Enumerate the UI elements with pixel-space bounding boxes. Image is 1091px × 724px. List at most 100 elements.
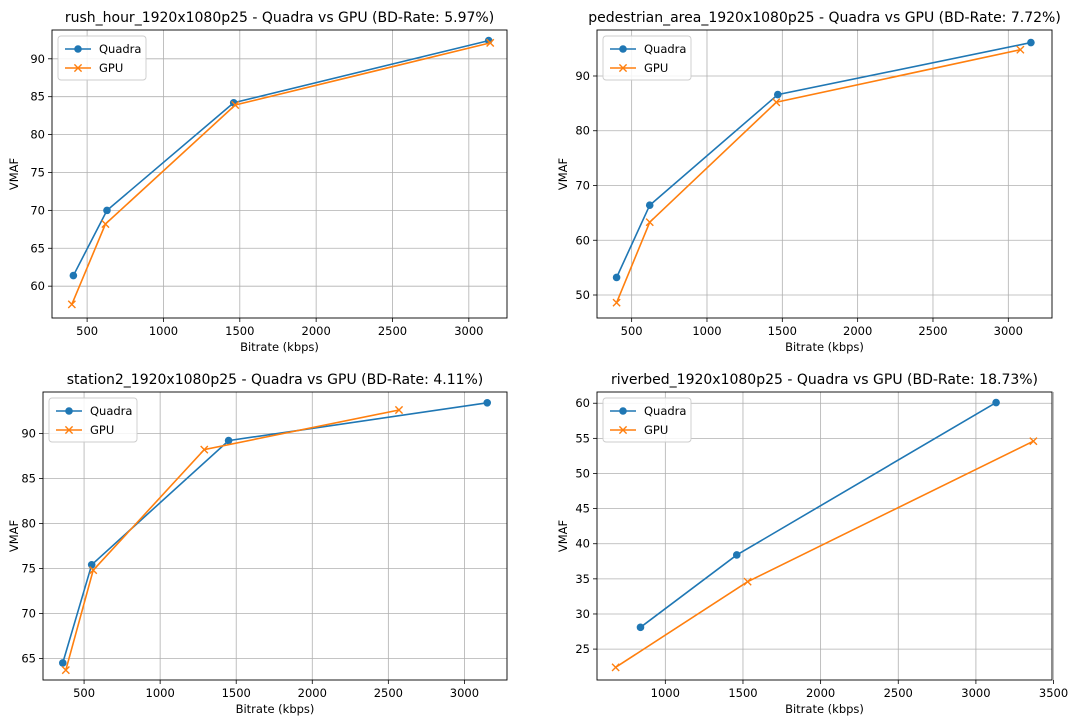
x-axis-label: Bitrate (kbps) bbox=[785, 340, 864, 354]
data-point-gpu bbox=[101, 219, 110, 229]
legend-label: GPU bbox=[644, 423, 668, 437]
legend-label: Quadra bbox=[644, 42, 686, 56]
x-tick-label: 1500 bbox=[222, 686, 251, 700]
data-point-gpu bbox=[231, 100, 240, 110]
x-tick-label: 3000 bbox=[450, 686, 479, 700]
legend-label: GPU bbox=[90, 423, 114, 437]
data-point-quadra bbox=[1027, 38, 1035, 47]
legend-label: GPU bbox=[99, 61, 123, 75]
legend-label: GPU bbox=[644, 61, 668, 75]
chart-panel-1: 500 1000 1500 2000 2500 3000 60 65 70 75 80 85 90 rus… bbox=[7, 10, 508, 354]
y-tick-label: 85 bbox=[21, 471, 36, 485]
y-tick-label: 60 bbox=[30, 279, 45, 293]
chart-panel-4: 1000 1500 2000 2500 3000 3500 25 30 35 40 45 50 55 60… bbox=[556, 372, 1068, 716]
y-tick-label: 40 bbox=[575, 537, 590, 551]
legend: Quadra GPU bbox=[48, 397, 138, 443]
data-point-quadra bbox=[636, 623, 645, 632]
x-tick-label: 1000 bbox=[149, 324, 178, 338]
legend-marker bbox=[65, 407, 73, 415]
x-axis-label: Bitrate (kbps) bbox=[240, 340, 319, 354]
y-tick-label: 80 bbox=[575, 124, 590, 138]
data-point-gpu bbox=[394, 405, 404, 415]
y-axis-label: VMAF bbox=[7, 158, 21, 190]
y-axis-label: VMAF bbox=[556, 520, 570, 552]
y-tick-label: 65 bbox=[30, 241, 45, 255]
y-tick-label: 35 bbox=[575, 572, 590, 586]
y-axis-label: VMAF bbox=[556, 158, 570, 190]
y-tick-label: 70 bbox=[30, 203, 45, 217]
y-tick-label: 70 bbox=[21, 606, 36, 620]
x-tick-label: 1500 bbox=[728, 686, 757, 700]
y-tick-label: 90 bbox=[30, 52, 45, 66]
legend-marker bbox=[64, 425, 74, 435]
x-tick-label: 2000 bbox=[302, 324, 331, 338]
data-point-quadra bbox=[224, 436, 233, 445]
data-point-gpu bbox=[486, 38, 495, 47]
data-point-quadra bbox=[483, 399, 492, 407]
series-line-quadra bbox=[72, 39, 489, 276]
chart-title: station2_1920x1080p25 - Quadra vs GPU (B… bbox=[67, 372, 484, 388]
data-point-quadra bbox=[645, 201, 654, 210]
chart-title: pedestrian_area_1920x1080p25 - Quadra vs… bbox=[588, 10, 1061, 26]
chart-panel-2: 500 1000 1500 2000 2500 3000 50 60 70 80 90 pedestr… bbox=[556, 10, 1061, 354]
y-tick-label: 70 bbox=[575, 178, 590, 192]
x-tick-label: 1000 bbox=[651, 686, 680, 700]
legend: Quadra GPU bbox=[602, 397, 692, 443]
series-line-gpu bbox=[71, 42, 491, 305]
data-point-gpu bbox=[1016, 45, 1025, 54]
x-tick-label: 2500 bbox=[374, 686, 403, 700]
y-tick-label: 50 bbox=[575, 288, 590, 302]
y-tick-label: 80 bbox=[21, 516, 36, 530]
data-point-gpu bbox=[645, 218, 654, 227]
chart-title: rush_hour_1920x1080p25 - Quadra vs GPU (… bbox=[65, 10, 494, 26]
series-line-gpu bbox=[615, 440, 1034, 669]
data-point-quadra bbox=[612, 273, 621, 282]
plot-frame bbox=[42, 391, 508, 681]
data-point-gpu bbox=[1029, 437, 1038, 446]
data-point-quadra bbox=[732, 551, 741, 559]
legend-label: Quadra bbox=[99, 42, 141, 56]
legend-marker bbox=[618, 63, 628, 73]
legend-marker bbox=[618, 425, 628, 435]
y-tick-label: 75 bbox=[21, 561, 36, 575]
data-point-gpu bbox=[67, 300, 76, 309]
x-tick-label: 3000 bbox=[961, 686, 990, 700]
y-tick-label: 75 bbox=[30, 165, 45, 179]
x-tick-label: 1500 bbox=[225, 324, 254, 338]
x-tick-label: 500 bbox=[621, 324, 643, 338]
plot-frame bbox=[596, 29, 1053, 319]
y-tick-label: 85 bbox=[30, 90, 45, 104]
y-tick-label: 65 bbox=[21, 651, 36, 665]
x-tick-label: 1000 bbox=[692, 324, 721, 338]
x-tick-label: 2000 bbox=[298, 686, 327, 700]
data-point-quadra bbox=[103, 206, 111, 215]
legend-marker bbox=[74, 45, 82, 53]
y-tick-label: 60 bbox=[575, 233, 590, 247]
plot-frame bbox=[596, 391, 1053, 681]
y-tick-label: 90 bbox=[21, 426, 36, 440]
x-tick-label: 2500 bbox=[378, 324, 407, 338]
legend: Quadra GPU bbox=[602, 35, 692, 81]
legend-marker bbox=[73, 63, 83, 73]
data-point-quadra bbox=[69, 271, 78, 280]
x-tick-label: 3000 bbox=[994, 324, 1023, 338]
y-tick-label: 30 bbox=[575, 607, 590, 621]
x-tick-label: 500 bbox=[76, 324, 98, 338]
y-tick-label: 60 bbox=[575, 396, 590, 410]
data-point-quadra bbox=[773, 90, 782, 99]
y-tick-label: 45 bbox=[575, 502, 590, 516]
x-tick-label: 500 bbox=[73, 686, 95, 700]
x-axis-label: Bitrate (kbps) bbox=[236, 702, 315, 716]
data-point-gpu bbox=[611, 663, 620, 672]
x-tick-label: 1500 bbox=[768, 324, 797, 338]
legend-label: Quadra bbox=[90, 404, 132, 418]
x-tick-label: 2000 bbox=[843, 324, 872, 338]
x-tick-label: 3500 bbox=[1039, 686, 1068, 700]
data-point-quadra bbox=[87, 561, 96, 569]
y-tick-label: 90 bbox=[575, 69, 590, 83]
data-point-gpu bbox=[772, 98, 781, 107]
x-tick-label: 2000 bbox=[806, 686, 835, 700]
x-tick-label: 1000 bbox=[146, 686, 175, 700]
y-tick-label: 25 bbox=[575, 642, 590, 656]
x-tick-label: 2500 bbox=[884, 686, 913, 700]
